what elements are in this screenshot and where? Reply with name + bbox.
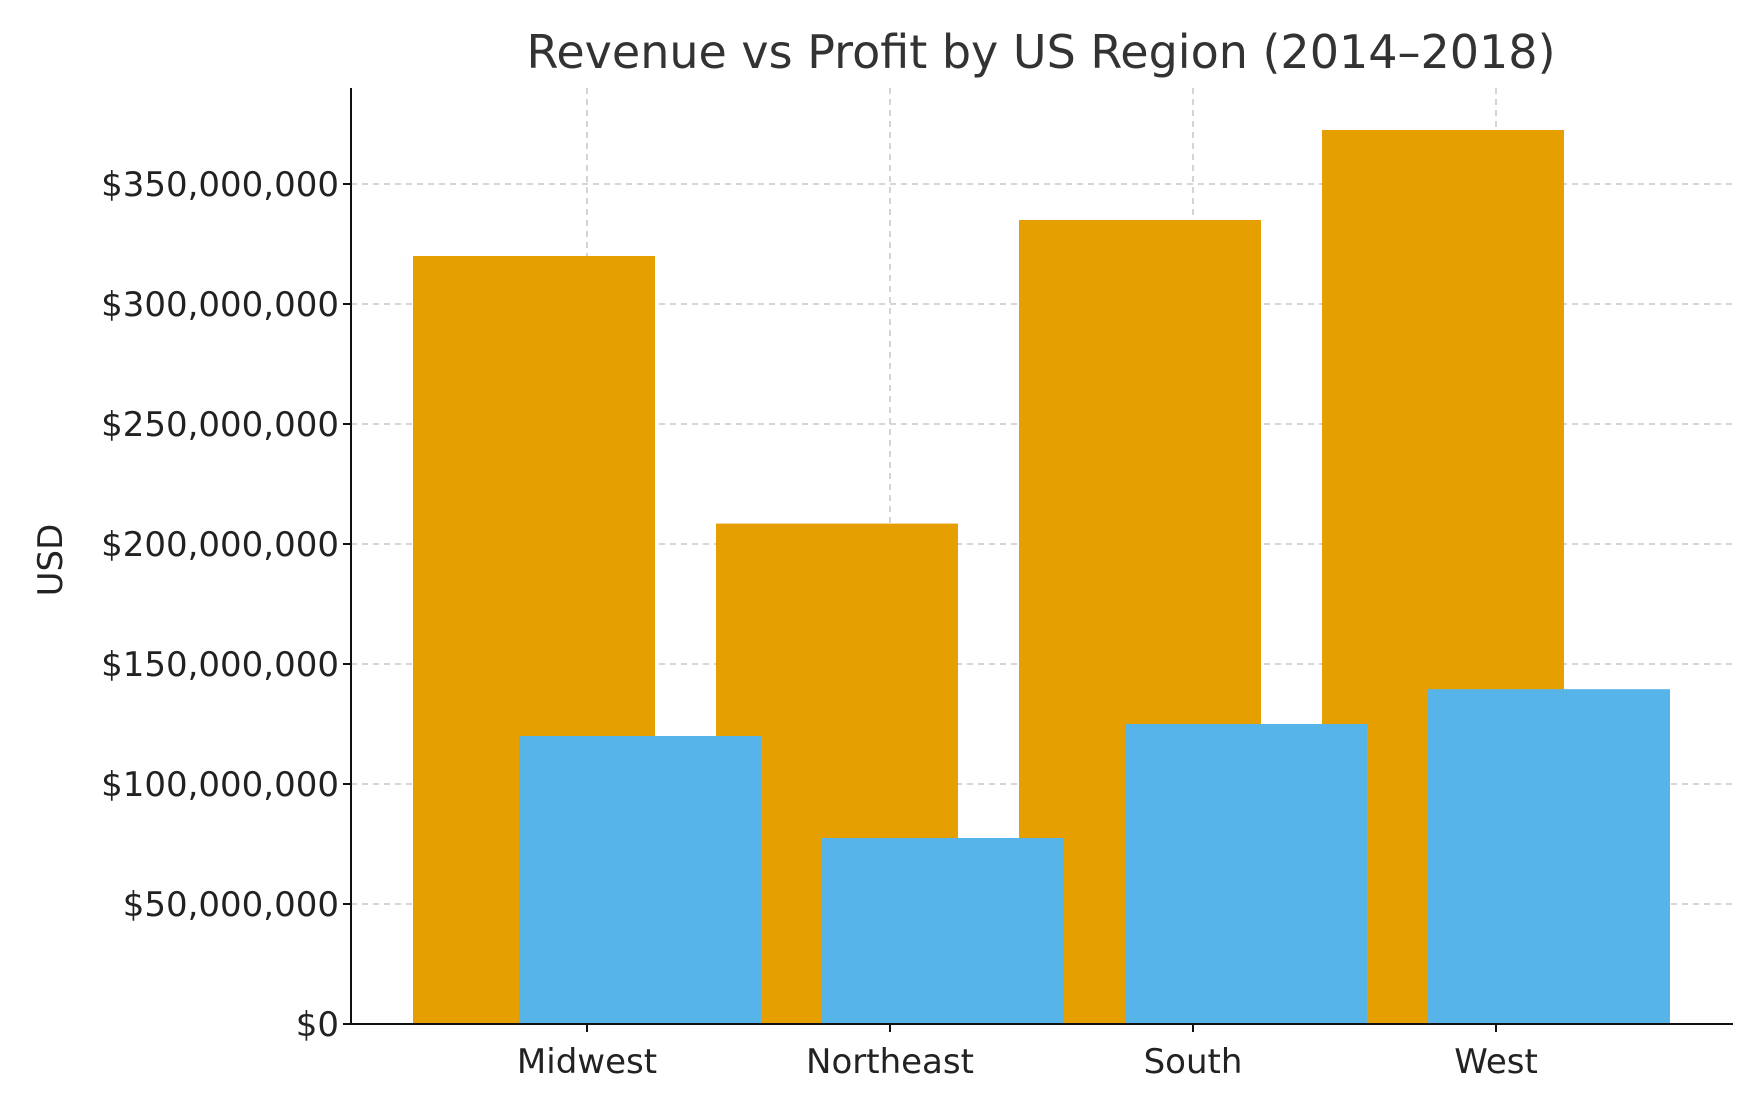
x-tick-label-west: West — [1454, 1042, 1538, 1082]
y-tick-label: $250,000,000 — [101, 405, 339, 445]
x-tick-label-midwest: Midwest — [517, 1042, 657, 1082]
chart-title: Revenue vs Profit by US Region (2014–201… — [526, 25, 1555, 79]
bar-series-2-northeast — [822, 838, 1064, 1024]
bar-series-2-south — [1125, 724, 1367, 1024]
x-axis-ticks: Midwest Northeast South West — [517, 1024, 1538, 1082]
y-tick-label: $0 — [296, 1005, 339, 1045]
bar-series-2-west — [1428, 689, 1670, 1024]
y-axis-ticks: $0 $50,000,000 $100,000,000 $150,000,000 $20… — [101, 165, 351, 1045]
y-tick-label: $150,000,000 — [101, 645, 339, 685]
axes — [350, 88, 1733, 1025]
bar-groups — [413, 130, 1670, 1024]
y-tick-label: $350,000,000 — [101, 165, 339, 205]
y-tick-label: $100,000,000 — [101, 765, 339, 805]
x-tick-label-south: South — [1144, 1042, 1243, 1082]
y-axis-label: USD — [31, 524, 71, 597]
y-tick-label: $200,000,000 — [101, 525, 339, 565]
y-tick-label: $300,000,000 — [101, 285, 339, 325]
y-tick-label: $50,000,000 — [123, 885, 339, 925]
x-tick-label-northeast: Northeast — [806, 1042, 974, 1082]
bar-series-2-midwest — [519, 736, 761, 1024]
